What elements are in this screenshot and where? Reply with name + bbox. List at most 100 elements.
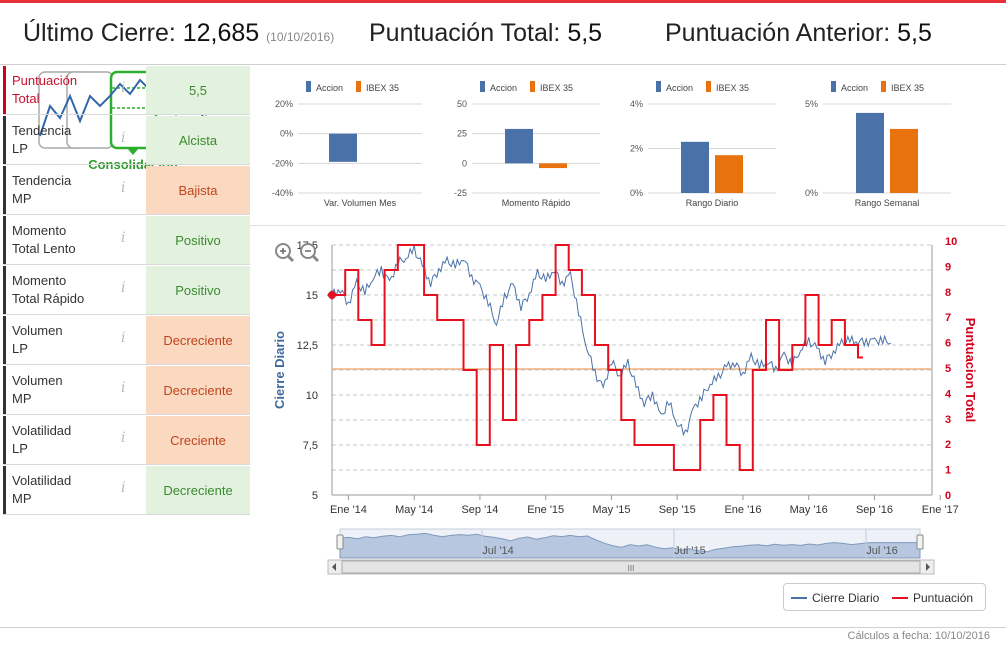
prev-score-label: Puntuación Anterior: [665,19,891,47]
indicator-label-line2: Total [12,91,40,106]
indicator-label-line1: Tendencia [12,123,72,138]
mini-bar-charts: Accion IBEX 35 20% 0% -20% -40% Var. Volumen M… [272,81,951,208]
y-tick-right: 0 [945,490,951,502]
info-icon[interactable]: i [121,280,126,296]
info-icon[interactable]: i [121,380,126,396]
y-tick-right: 7 [945,312,951,324]
navigator-handle-left[interactable] [336,534,344,550]
bar-ibex[interactable] [715,155,743,193]
bar-accion[interactable] [681,141,709,193]
y-tick-label: -40% [272,188,293,198]
info-icon[interactable]: i [121,330,126,346]
scrollbar-thumb[interactable] [341,560,921,574]
footer-date: Cálculos a fecha: 10/10/2016 [847,630,991,642]
navigator-area [339,532,921,559]
main-legend[interactable]: Cierre Diario Puntuación [783,583,986,611]
indicator-row[interactable]: Puntuación Total i 5,5 [3,66,250,115]
legend-ibex[interactable]: IBEX 35 [366,83,399,93]
legend-accion-swatch [831,81,836,92]
zoom-out-icon[interactable] [300,243,320,263]
indicator-label-line1: Volatilidad [12,473,72,488]
indicator-label-line2: LP [12,141,28,156]
legend-ibex-swatch [881,81,886,92]
indicator-row[interactable]: Tendencia LP i Alcista [3,116,250,165]
y-tick-label: -20% [272,158,293,168]
marker-score-start [327,290,337,300]
indicator-row[interactable]: Momento Total Lento i Positivo [3,216,250,265]
y-tick-label: 2% [630,144,643,154]
indicator-label-line1: Momento [12,273,67,288]
indicator-row[interactable]: Volatilidad LP i Creciente [3,416,250,465]
legend-ibex[interactable]: IBEX 35 [891,83,924,93]
y-tick-label: 0 [462,158,467,168]
bar-accion[interactable] [329,133,357,162]
range-navigator[interactable]: Jul '14 Jul '15 Jul '16 III [327,528,935,575]
legend-price[interactable]: Cierre Diario [812,591,880,605]
legend-score[interactable]: Puntuación [913,591,973,605]
legend-accion[interactable]: Accion [841,83,868,93]
total-score-value: 5,5 [567,19,603,47]
y-tick-label: 0% [280,129,293,139]
last-close-label: Último Cierre: [23,19,176,47]
indicator-label-line2: MP [12,391,32,406]
info-icon[interactable]: i [121,480,126,496]
navigator-handle-right[interactable] [916,534,924,550]
info-icon[interactable]: i [121,80,126,96]
indicator-label-line2: Total Rápido [12,291,85,306]
indicator-label-line2: MP [12,191,32,206]
indicator-row[interactable]: Volatilidad MP i Decreciente [3,466,250,515]
indicator-label-line1: Volumen [12,323,63,338]
y-tick-right: 9 [945,261,951,273]
legend-ibex[interactable]: IBEX 35 [540,83,573,93]
y-tick-left: 7,5 [303,440,318,452]
bar-ibex[interactable] [539,163,567,169]
indicator-label: Tendencia LP [3,116,146,164]
legend-ibex-swatch [530,81,535,92]
mini-chart-title: Rango Semanal [855,198,920,208]
mini-chart-4: Accion IBEX 35 5% 0% Rango Semanal [805,81,951,208]
y-tick-left: 10 [306,390,318,402]
indicator-label: Volumen LP [3,316,146,364]
last-close-date: (10/10/2016) [266,30,335,44]
zoom-in-icon[interactable] [275,243,295,263]
indicator-label-line2: MP [12,491,32,506]
legend-ibex-swatch [706,81,711,92]
mini-chart-title: Var. Volumen Mes [324,198,397,208]
indicator-value: 5,5 [146,66,250,114]
last-close-value: 12,685 [182,19,260,47]
scroll-right-icon[interactable] [926,563,930,571]
legend-accion[interactable]: Accion [666,83,693,93]
bar-accion[interactable] [856,112,884,193]
indicator-row[interactable]: Momento Total Rápido i Positivo [3,266,250,315]
scroll-left-icon[interactable] [332,563,336,571]
legend-accion[interactable]: Accion [316,83,343,93]
info-icon[interactable]: i [121,130,126,146]
legend-accion-swatch [656,81,661,92]
indicator-label: Volatilidad MP [3,466,146,514]
bar-ibex[interactable] [890,128,918,193]
indicator-row[interactable]: Tendencia MP i Bajista [3,166,250,215]
indicator-label-line1: Puntuación [12,73,78,88]
indicator-value: Decreciente [146,316,250,364]
info-icon[interactable]: i [121,430,126,446]
mini-chart-1: Accion IBEX 35 20% 0% -20% -40% Var. Volumen M… [272,81,422,208]
indicator-row[interactable]: Volumen LP i Decreciente [3,316,250,365]
legend-accion[interactable]: Accion [490,83,517,93]
indicator-row[interactable]: Volumen MP i Decreciente [3,366,250,415]
indicator-label-line2: LP [12,441,28,456]
y-axis-left-title: Cierre Diario [272,331,287,409]
indicator-label: Puntuación Total [3,66,146,114]
indicator-value: Positivo [146,266,250,314]
info-icon[interactable]: i [121,180,126,196]
series-puntuacion[interactable] [332,244,863,471]
y-tick-label: 4% [630,99,643,109]
info-icon[interactable]: i [121,230,126,246]
indicator-label-line2: Total Lento [12,241,76,256]
bar-accion[interactable] [505,128,533,164]
header: Último Cierre: 12,685 (10/10/2016) Puntu… [0,3,1006,65]
indicator-value: Bajista [146,166,250,214]
legend-ibex[interactable]: IBEX 35 [716,83,749,93]
series-cierre-diario[interactable] [331,245,892,437]
legend-ibex-swatch [356,81,361,92]
